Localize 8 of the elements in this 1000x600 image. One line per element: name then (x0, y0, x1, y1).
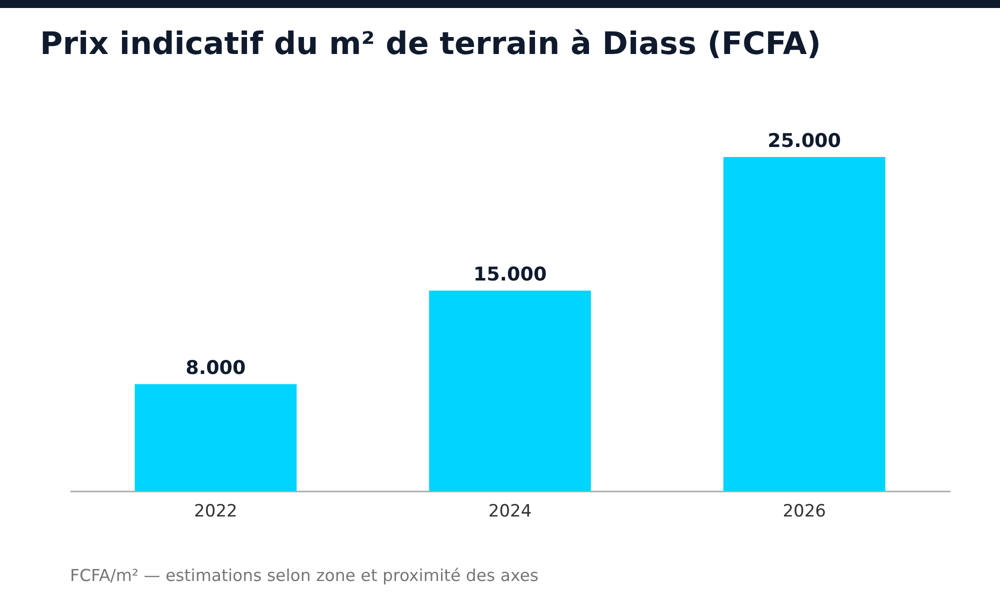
x-tick-label: 2022 (194, 502, 238, 522)
data-label: 8.000 (186, 357, 246, 380)
data-label: 25.000 (768, 130, 841, 152)
x-tick-label: 2026 (782, 502, 826, 522)
chart-title: Prix indicatif du m² de terrain à Diass (FCFA) (40, 26, 822, 62)
data-label: 15.000 (473, 264, 547, 286)
x-tick-label: 2024 (488, 502, 532, 522)
text: FCFA/m² — estimations selon zone et proximité des axes (70, 566, 538, 585)
